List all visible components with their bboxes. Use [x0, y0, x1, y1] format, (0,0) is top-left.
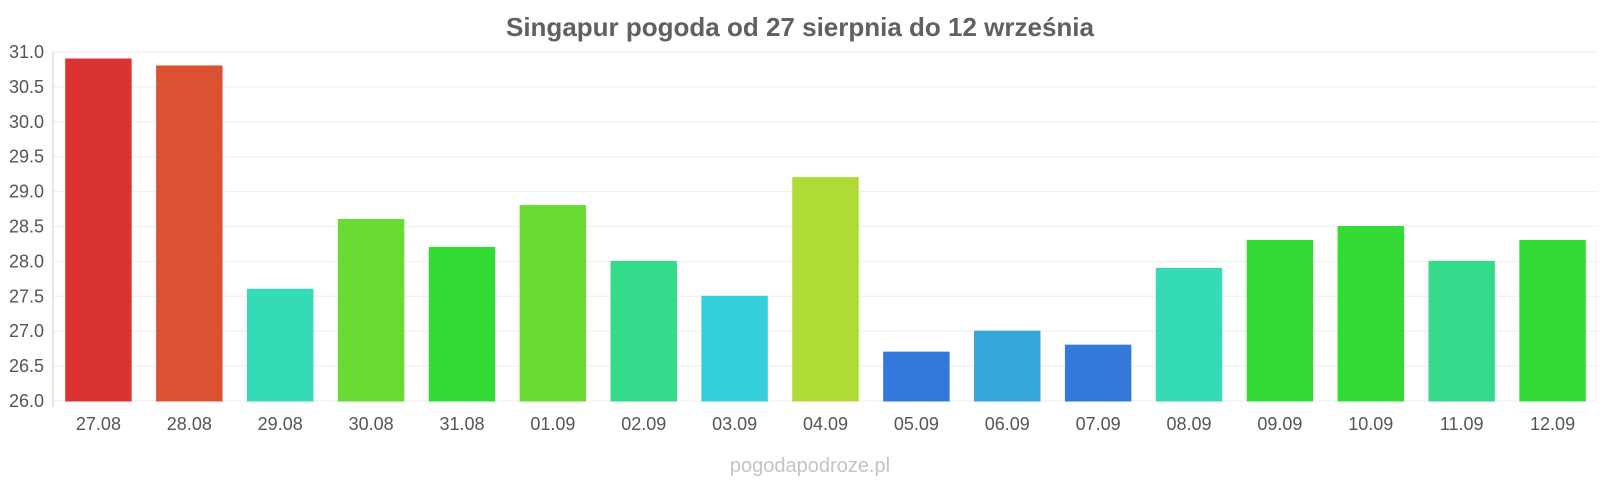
bar-10.09 [1337, 226, 1405, 402]
x-tick-label: 07.09 [1076, 414, 1121, 434]
x-tick-label: 03.09 [712, 414, 757, 434]
watermark: pogodapodroze.pl [730, 455, 890, 477]
y-tick-label: 30.0 [9, 112, 44, 132]
y-tick-label: 29.0 [9, 182, 44, 202]
y-axis: 26.0 26.5 27.0 27.5 28.0 28.5 29.0 29.5 30.0 30.5… [9, 42, 44, 411]
y-tick-label: 29.5 [9, 147, 44, 167]
bar-07.09 [1064, 344, 1132, 402]
bar-11.09 [1428, 260, 1495, 402]
bar-04.09 [792, 177, 859, 402]
x-tick-label: 27.08 [76, 414, 121, 434]
bar-03.09 [701, 295, 768, 402]
bars [65, 58, 1586, 402]
x-tick-label: 08.09 [1167, 414, 1212, 434]
y-tick-label: 28.0 [9, 251, 44, 271]
y-tick-label: 28.5 [9, 217, 44, 237]
bar-02.09 [610, 260, 677, 402]
chart-title: Singapur pogoda od 27 sierpnia do 12 wrz… [506, 12, 1095, 42]
x-tick-label: 28.08 [167, 414, 212, 434]
bar-09.09 [1246, 239, 1314, 402]
bar-31.08 [428, 246, 496, 402]
x-tick-label: 29.08 [258, 414, 303, 434]
y-tick-label: 26.0 [9, 391, 44, 411]
y-tick-label: 30.5 [9, 77, 44, 97]
x-tick-label: 11.09 [1440, 414, 1484, 434]
y-tick-label: 27.5 [9, 286, 44, 306]
y-tick-label: 27.0 [9, 321, 44, 341]
x-tick-label: 09.09 [1257, 414, 1302, 434]
x-tick-label: 02.09 [621, 414, 666, 434]
bar-12.09 [1519, 239, 1586, 402]
x-axis: 27.08 28.08 29.08 30.08 31.08 01.09 02.09 03.09… [76, 414, 1575, 434]
x-tick-label: 04.09 [803, 414, 848, 434]
x-tick-label: 10.09 [1348, 414, 1393, 434]
x-tick-label: 05.09 [894, 414, 939, 434]
bar-06.09 [974, 330, 1041, 402]
bar-27.08 [65, 58, 132, 402]
bar-30.08 [337, 219, 405, 402]
y-tick-label: 31.0 [9, 42, 44, 62]
x-tick-label: 12.09 [1530, 414, 1575, 434]
y-tick-label: 26.5 [9, 356, 44, 376]
x-tick-label: 31.08 [439, 414, 484, 434]
bar-01.09 [519, 205, 587, 402]
x-tick-label: 30.08 [349, 414, 394, 434]
x-tick-label: 06.09 [985, 414, 1030, 434]
bar-08.09 [1155, 267, 1223, 402]
x-tick-label: 01.09 [530, 414, 575, 434]
bar-05.09 [883, 351, 950, 402]
bar-29.08 [246, 288, 314, 402]
bar-28.08 [156, 65, 223, 402]
